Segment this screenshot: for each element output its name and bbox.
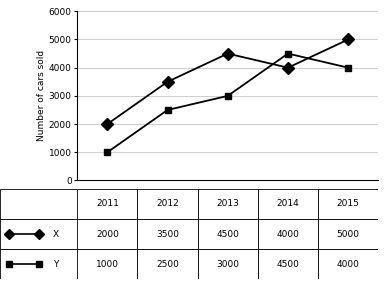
Bar <box>137 219 198 249</box>
Text: 4000: 4000 <box>276 230 300 239</box>
Bar <box>0 249 77 279</box>
Text: 2013: 2013 <box>216 199 239 208</box>
Text: 5000: 5000 <box>337 230 360 239</box>
Bar <box>258 219 318 249</box>
Bar <box>198 219 258 249</box>
Text: 4500: 4500 <box>276 260 300 269</box>
Bar <box>137 249 198 279</box>
Text: 2500: 2500 <box>156 260 179 269</box>
Bar <box>77 219 137 249</box>
Text: 2015: 2015 <box>337 199 360 208</box>
Text: 2012: 2012 <box>156 199 179 208</box>
Bar <box>258 189 318 219</box>
Text: X: X <box>52 230 59 239</box>
Text: 3500: 3500 <box>156 230 179 239</box>
Text: 4000: 4000 <box>337 260 360 269</box>
Y-axis label: Number of cars sold: Number of cars sold <box>37 50 46 142</box>
Bar <box>0 189 77 219</box>
Text: 4500: 4500 <box>216 230 239 239</box>
Bar <box>258 249 318 279</box>
Text: 1000: 1000 <box>96 260 119 269</box>
Bar <box>77 189 137 219</box>
Bar <box>77 249 137 279</box>
Bar <box>318 219 378 249</box>
Bar <box>198 189 258 219</box>
Text: 2000: 2000 <box>96 230 119 239</box>
Bar <box>318 249 378 279</box>
Bar <box>0 219 77 249</box>
Bar <box>318 189 378 219</box>
Bar <box>198 249 258 279</box>
Text: Y: Y <box>53 260 58 269</box>
Text: 2011: 2011 <box>96 199 119 208</box>
Text: 3000: 3000 <box>216 260 239 269</box>
Text: 2014: 2014 <box>277 199 299 208</box>
Bar <box>137 189 198 219</box>
